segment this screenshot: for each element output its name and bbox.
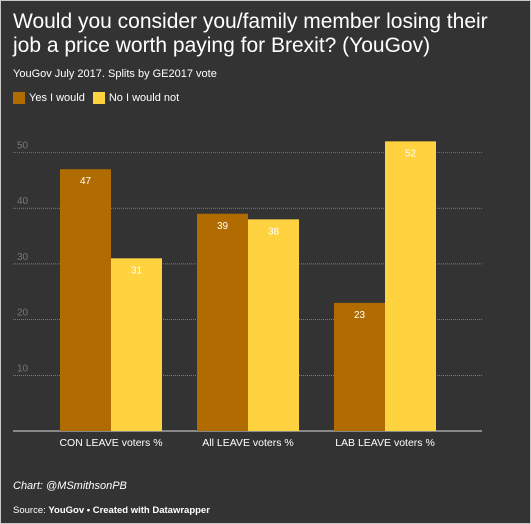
y-tick-label: 30 [17, 252, 29, 263]
data-label: 52 [405, 148, 417, 159]
chart-source: Source: YouGov • Created with Datawrappe… [13, 505, 210, 516]
legend-swatch-yes [13, 92, 25, 104]
source-credit: Created with Datawrapper [92, 505, 210, 516]
x-tick-label: LAB LEAVE voters % [335, 437, 435, 449]
source-name: YouGov [48, 505, 85, 516]
chart-notes: Chart: @MSmithsonPB [13, 480, 127, 492]
bar-no [248, 219, 299, 431]
legend-label-yes: Yes I would [29, 92, 85, 104]
source-separator: • [86, 505, 91, 516]
y-tick-label: 40 [17, 196, 29, 207]
bar-chart: 10 20 30 40 50 47 31 CON LEAVE voters % 39 38 All … [13, 141, 482, 449]
source-label: Source: [13, 505, 46, 516]
data-label: 38 [268, 226, 280, 237]
bar-yes [197, 213, 248, 431]
legend-label-no: No I would not [108, 92, 180, 104]
legend-swatch-no [92, 92, 105, 104]
x-tick-label: All LEAVE voters % [202, 437, 293, 449]
bar-yes [60, 169, 111, 431]
chart-title: Would you consider you/family member los… [13, 10, 488, 57]
data-label: 31 [131, 265, 143, 276]
data-label: 39 [217, 221, 229, 232]
bar-no [385, 141, 436, 432]
legend-item-yes: Yes I would [13, 92, 85, 104]
bar-no [111, 258, 162, 431]
x-tick-label: CON LEAVE voters % [59, 437, 162, 449]
y-tick-label: 20 [17, 308, 29, 319]
legend-item-no: No I would not [92, 92, 180, 104]
chart-subtitle: YouGov July 2017. Splits by GE2017 vote [13, 68, 217, 80]
data-label: 23 [354, 310, 366, 321]
bar-yes [334, 302, 385, 431]
y-tick-label: 10 [17, 363, 29, 374]
data-label: 47 [80, 176, 92, 187]
legend: Yes I would No I would not [13, 92, 187, 104]
y-tick-label: 50 [17, 141, 29, 152]
